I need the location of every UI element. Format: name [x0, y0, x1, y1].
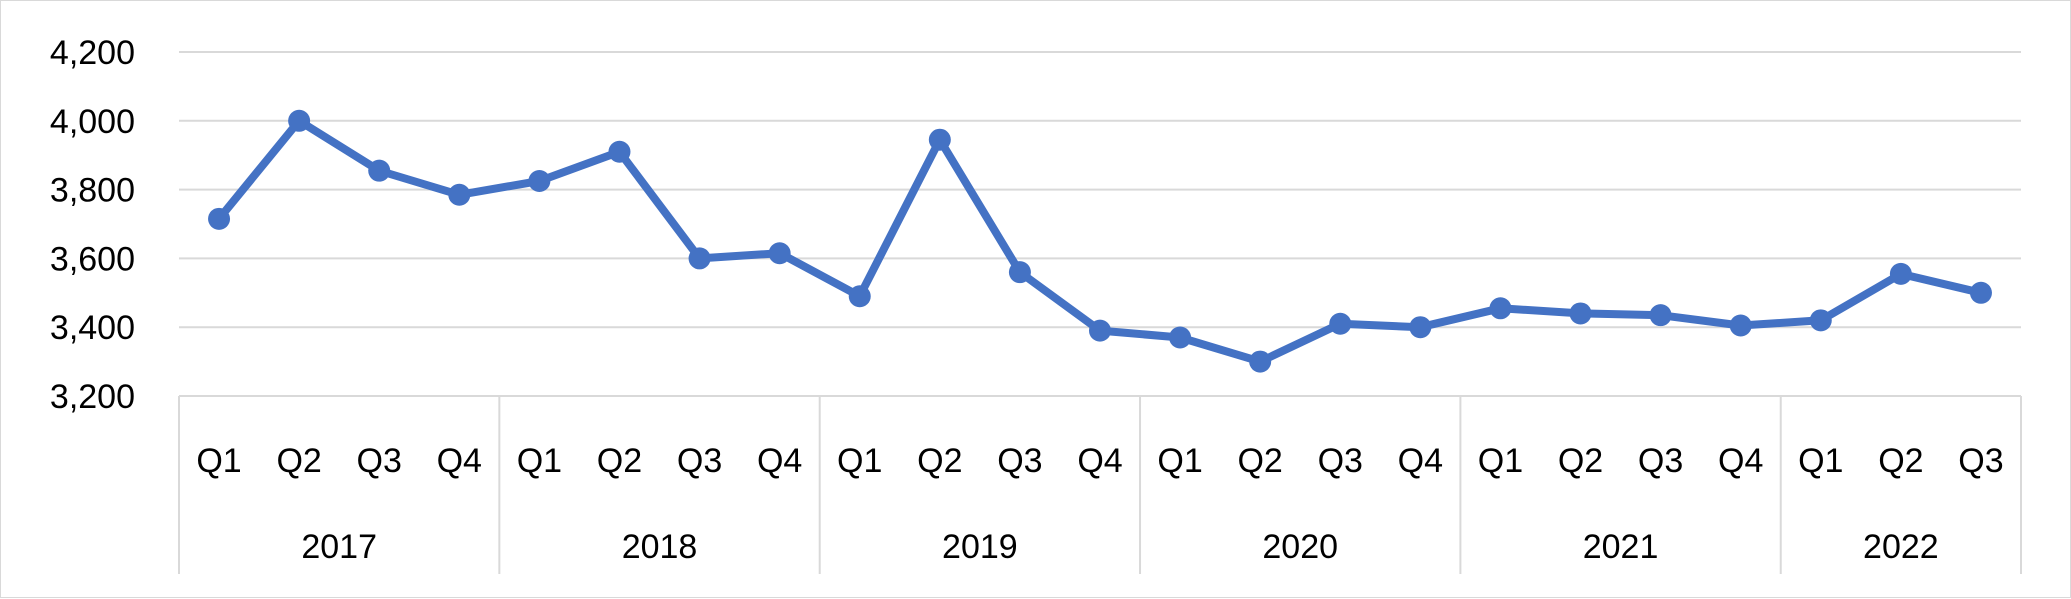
- x-group-label: 2022: [1863, 528, 1939, 566]
- y-tick-label: 4,000: [50, 103, 135, 141]
- x-tick-label: Q4: [1077, 442, 1122, 480]
- data-point: [208, 207, 231, 230]
- x-tick-label: Q1: [1798, 442, 1843, 480]
- data-point: [608, 140, 631, 163]
- x-tick-label: Q4: [1718, 442, 1763, 480]
- x-tick-label: Q2: [1237, 442, 1282, 480]
- x-tick-label: Q2: [1558, 442, 1603, 480]
- data-point: [288, 109, 311, 132]
- x-tick-label: Q1: [517, 442, 562, 480]
- x-tick-label: Q1: [1157, 442, 1202, 480]
- x-tick-label: Q1: [837, 442, 882, 480]
- data-point: [688, 247, 711, 270]
- x-group-label: 2017: [301, 528, 377, 566]
- y-tick-label: 3,600: [50, 240, 135, 278]
- x-tick-label: Q2: [1878, 442, 1923, 480]
- gridlines: [179, 51, 2021, 397]
- x-tick-label: Q2: [917, 442, 962, 480]
- data-point: [448, 183, 471, 206]
- x-group-label: 2018: [622, 528, 698, 566]
- y-tick-label: 3,400: [50, 309, 135, 347]
- x-tick-label: Q4: [437, 442, 482, 480]
- x-tick-label: Q3: [1318, 442, 1363, 480]
- x-tick-label: Q3: [1958, 442, 2003, 480]
- data-point: [928, 128, 951, 151]
- data-point: [1008, 261, 1031, 284]
- y-tick-label: 3,200: [50, 378, 135, 416]
- x-group-label: 2020: [1262, 528, 1338, 566]
- x-tick-label: Q2: [276, 442, 321, 480]
- data-point: [1649, 304, 1672, 327]
- x-group-label: 2019: [942, 528, 1018, 566]
- x-tick-label: Q3: [997, 442, 1042, 480]
- data-point: [1329, 312, 1352, 335]
- data-point: [528, 170, 551, 192]
- data-point: [1969, 281, 1992, 304]
- data-point: [1169, 326, 1192, 349]
- x-axis: Q1 Q2 Q3 Q4 Q1 Q2 Q3 Q4 Q1 Q2 Q3 Q4 Q1 Q2 Q3 Q4 Q1 Q2 Q3 Q4…: [178, 396, 2022, 574]
- x-group-label: 2021: [1583, 528, 1659, 566]
- data-point: [1249, 350, 1272, 373]
- y-tick-label: 4,200: [50, 34, 135, 72]
- x-tick-label: Q1: [1478, 442, 1523, 480]
- data-point: [368, 159, 391, 182]
- data-point: [848, 285, 871, 308]
- x-tick-label: Q4: [757, 442, 802, 480]
- data-point: [1809, 309, 1832, 332]
- data-point: [1489, 297, 1512, 320]
- y-axis-tick-labels: 3,200 3,400 3,600 3,800 4,000 4,200: [50, 34, 135, 416]
- x-tick-label: Q3: [1638, 442, 1683, 480]
- x-tick-label: Q3: [357, 442, 402, 480]
- x-tick-label: Q2: [597, 442, 642, 480]
- x-tick-label: Q1: [196, 442, 241, 480]
- data-point: [1569, 302, 1592, 325]
- data-point: [1409, 316, 1432, 339]
- x-tick-label: Q4: [1398, 442, 1443, 480]
- data-point: [1729, 314, 1752, 337]
- data-point: [1089, 319, 1111, 342]
- data-point: [1889, 262, 1912, 285]
- y-tick-label: 3,800: [50, 172, 135, 210]
- x-tick-label: Q3: [677, 442, 722, 480]
- series-markers: [208, 109, 1992, 373]
- data-point: [768, 242, 791, 265]
